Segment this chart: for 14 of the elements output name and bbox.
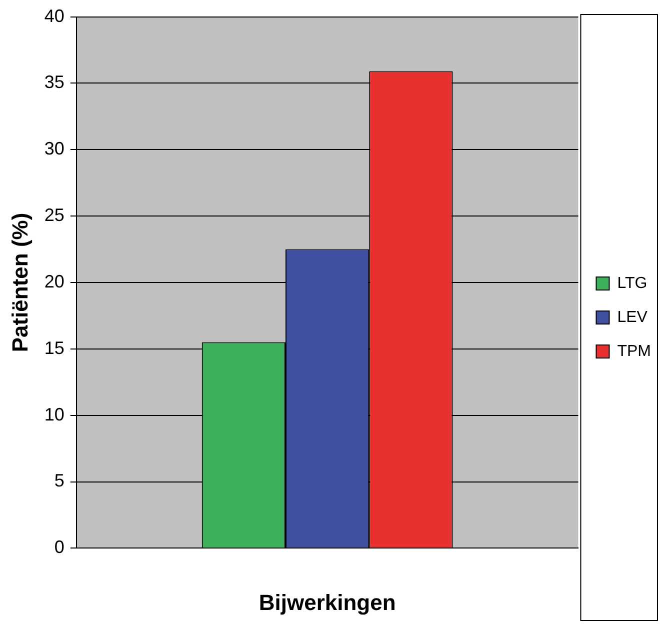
x-axis-title: Bijwerkingen (258, 590, 396, 615)
y-tick-label: 5 (54, 470, 64, 491)
y-tick-label: 15 (44, 338, 64, 358)
y-tick-label: 0 (54, 537, 64, 558)
y-tick-label: 20 (44, 271, 64, 292)
legend-label: LEV (617, 308, 648, 326)
y-tick-label: 40 (44, 6, 64, 26)
y-axis-title: Patiënten (%) (7, 212, 32, 352)
y-tick-label: 35 (44, 72, 64, 92)
legend-label: LTG (617, 274, 648, 292)
y-tick-label: 30 (44, 138, 64, 159)
y-tick-label: 25 (44, 205, 64, 226)
y-tick-label: 10 (44, 404, 64, 424)
legend-label: TPM (617, 342, 652, 360)
